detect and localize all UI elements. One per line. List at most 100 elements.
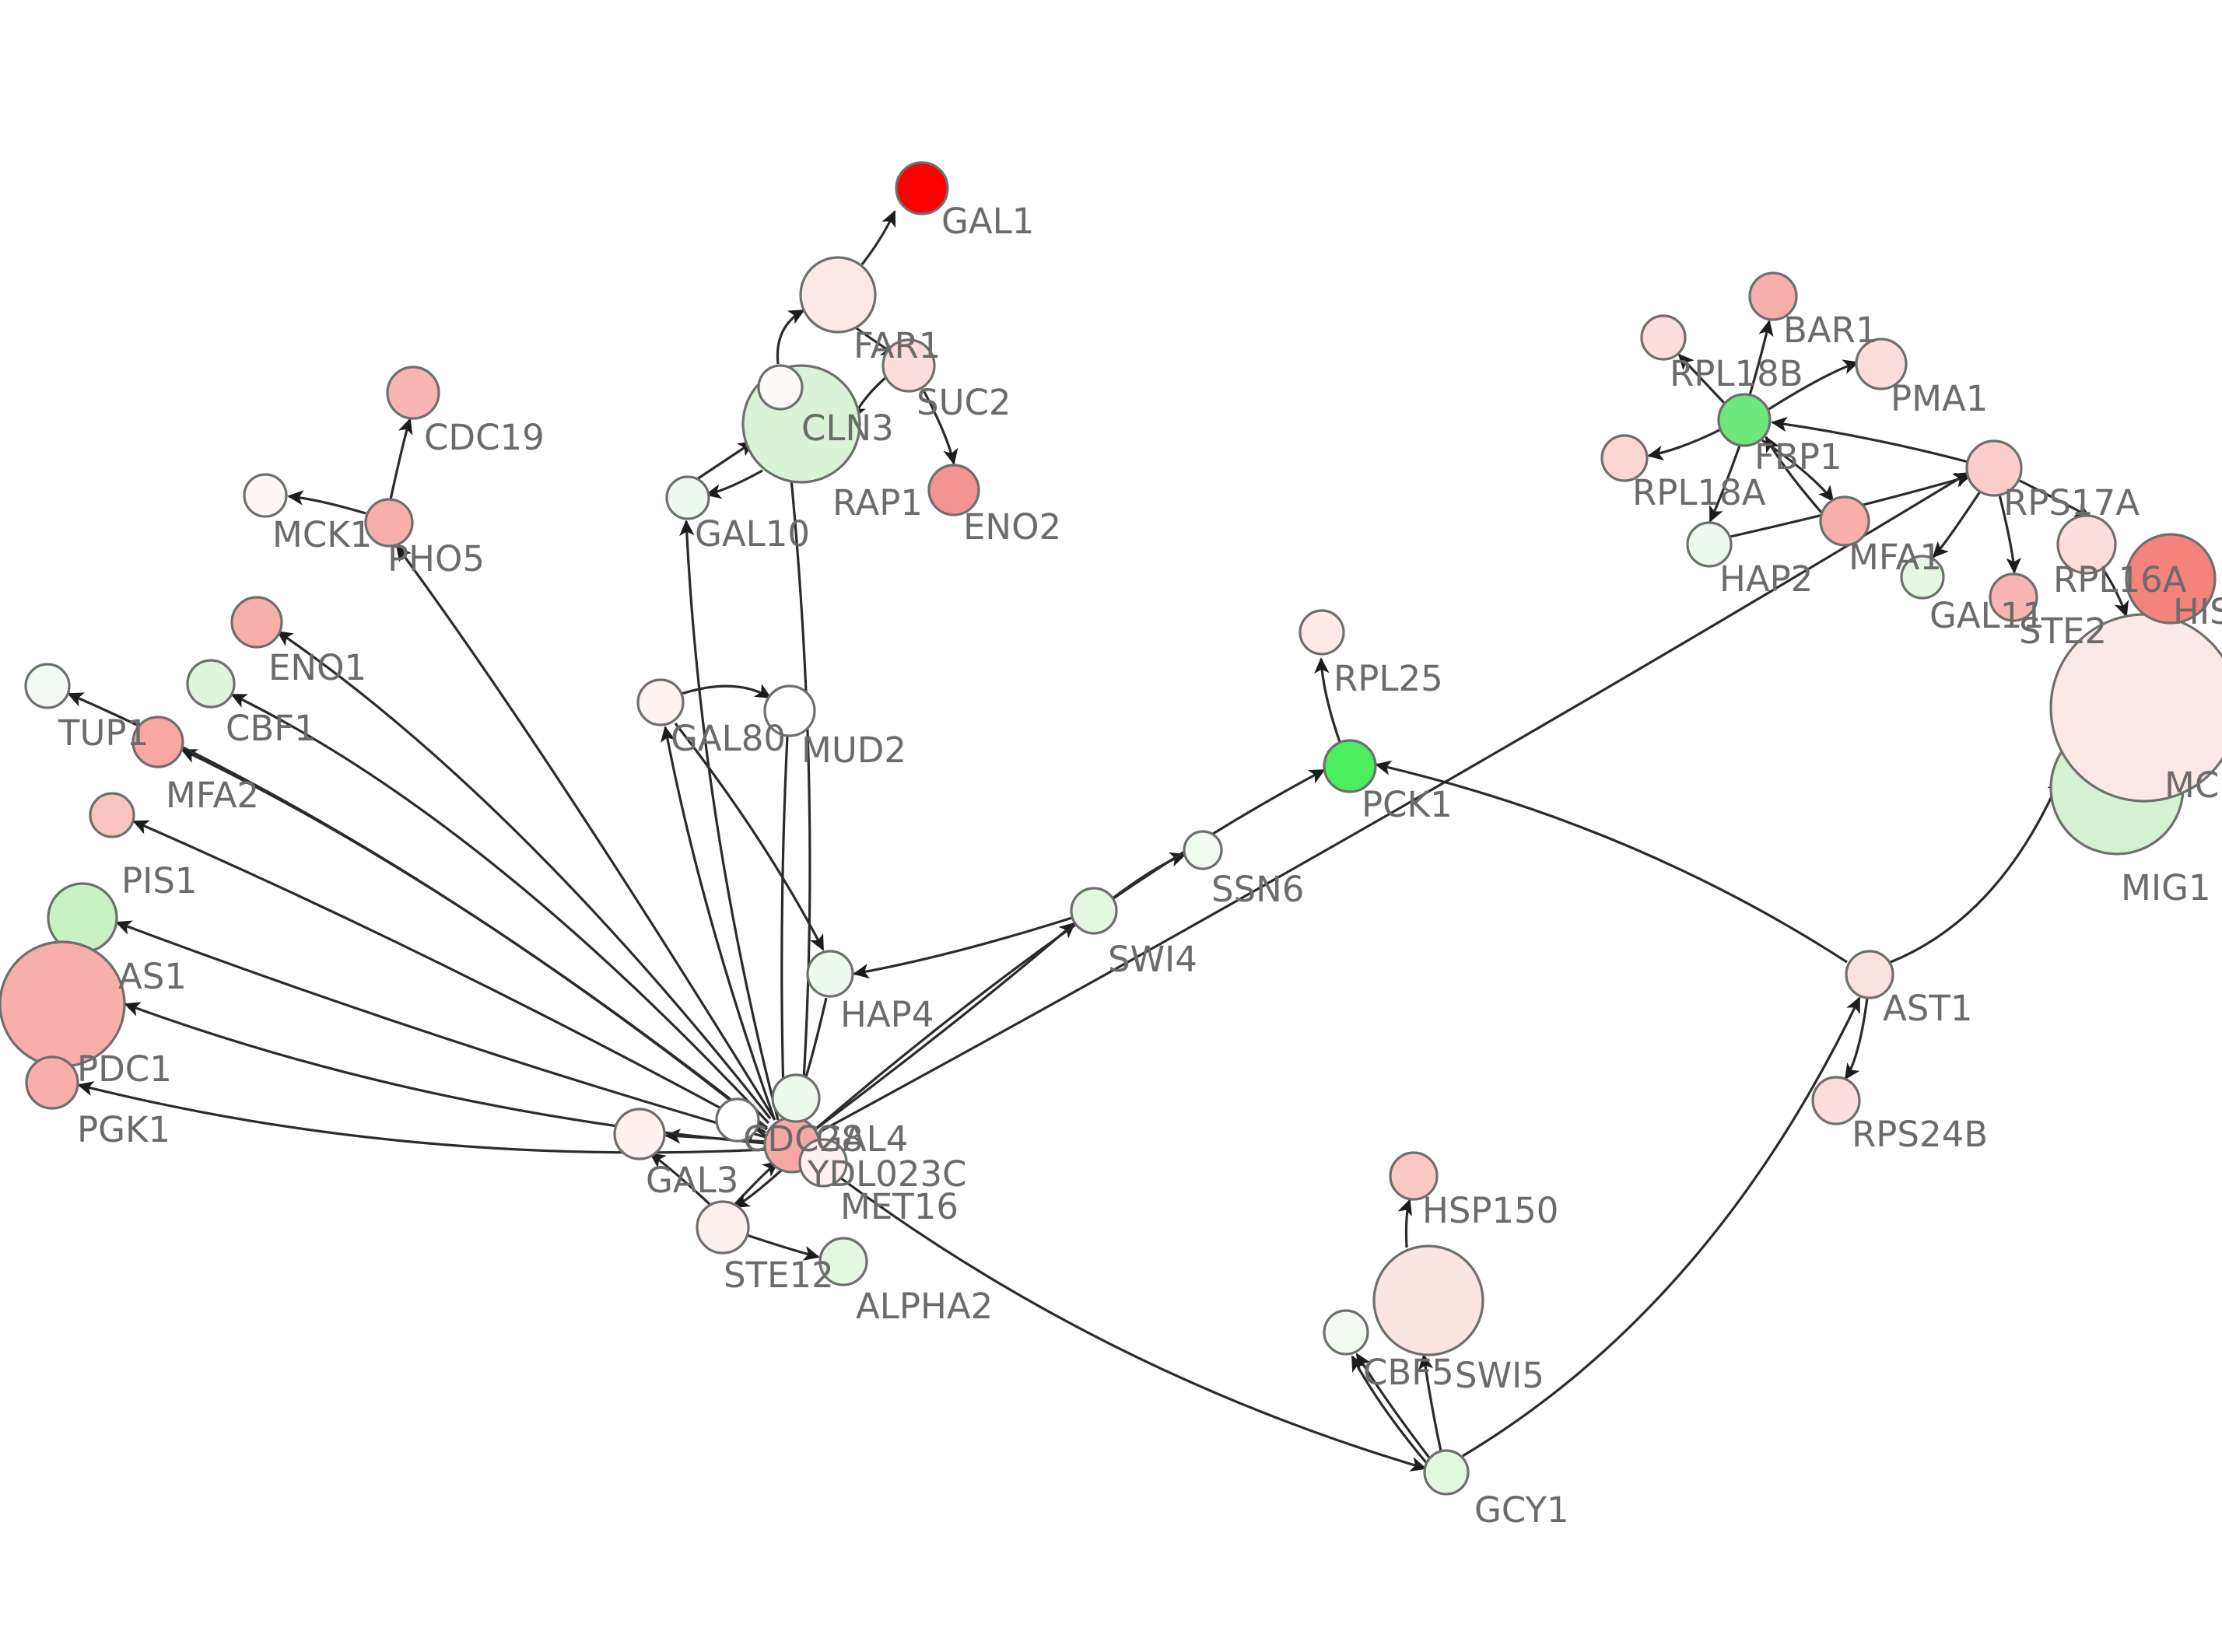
edge-ast1-to-pck1[interactable] [1375, 760, 1848, 964]
node-mfa2[interactable] [131, 716, 184, 768]
edge-cln3-to-far1[interactable] [776, 309, 805, 365]
node-label-gal3: GAL3 [646, 1160, 738, 1201]
edge-gcy1-to-cbf5[interactable] [1351, 1355, 1430, 1467]
node-hsp150[interactable] [1389, 1151, 1439, 1201]
node-label-ssn6: SSN6 [1211, 869, 1304, 910]
edge-mud2-to-gal4[interactable] [776, 735, 792, 1118]
node-mud2[interactable] [763, 684, 816, 737]
node-pma1[interactable] [1855, 338, 1908, 390]
node-gcy1[interactable] [1423, 1449, 1470, 1496]
edge-fbp1-to-rpl18b[interactable] [1677, 353, 1726, 404]
node-ste2[interactable] [1989, 572, 2038, 622]
edge-pho5-to-mck1[interactable] [287, 490, 366, 515]
edge-rpl16a-to-mcm1[interactable] [2101, 567, 2129, 618]
edge-ste12-to-gal3[interactable] [649, 1152, 711, 1206]
node-label-cdc19: CDC19 [424, 417, 545, 458]
edge-gal4-to-pdc1[interactable] [124, 1002, 766, 1145]
node-label-cln3: CLN3 [801, 408, 894, 449]
node-swi4[interactable] [1070, 887, 1118, 935]
node-ast1[interactable] [1845, 950, 1894, 999]
edge-swi5-to-hsp150[interactable] [1397, 1199, 1412, 1248]
edge-gal4-to-gal80[interactable] [660, 726, 776, 1119]
edge-fbp1-to-rpl18a[interactable] [1647, 428, 1722, 460]
edge-gal4-to-mfa2[interactable] [180, 748, 768, 1129]
node-mck1[interactable] [243, 473, 288, 518]
node-rpl16a[interactable] [2056, 514, 2117, 575]
node-rps17a[interactable] [1965, 439, 2023, 497]
edge-ast1-to-mcm1[interactable] [1890, 776, 2062, 964]
edge-gcy1-to-swi5[interactable] [1418, 1353, 1442, 1452]
edge-ste12-to-alpha2[interactable] [746, 1234, 820, 1261]
node-pgk1[interactable] [25, 1055, 79, 1110]
edge-gal4-to-eno1[interactable] [276, 630, 772, 1119]
node-hap2[interactable] [1686, 521, 1733, 568]
edge-gal4-to-rps17a[interactable] [818, 471, 1970, 1134]
node-label-pho5: PHO5 [387, 538, 485, 579]
node-alpha2[interactable] [818, 1237, 868, 1286]
edge-gal4-to-ste12[interactable] [733, 1168, 783, 1209]
edge-gal10-to-cln3[interactable] [696, 440, 755, 481]
edge-ast1-to-rps24b[interactable] [1844, 997, 1869, 1080]
edge-mfa1-to-fbp1[interactable] [1765, 436, 1824, 515]
edge-gal4-to-as1[interactable] [115, 920, 766, 1139]
node-pis1[interactable] [89, 792, 135, 838]
node-his4[interactable] [2125, 533, 2217, 625]
node-rpl18a[interactable] [1600, 434, 1649, 482]
node-cbf1[interactable] [186, 659, 236, 709]
node-far1[interactable] [799, 256, 877, 334]
edge-suc2-to-eno2[interactable] [921, 388, 959, 465]
node-gal80[interactable] [636, 678, 685, 726]
edge-fbp1-to-hap2[interactable] [1709, 445, 1741, 523]
node-gal1[interactable] [895, 161, 949, 215]
edge-gal4-to-gal10[interactable] [679, 520, 780, 1121]
edge-gal4-to-pgk1[interactable] [77, 1081, 766, 1154]
node-cdc28[interactable] [715, 1097, 760, 1143]
node-hap4[interactable] [806, 950, 854, 998]
node-ste12[interactable] [696, 1200, 750, 1255]
node-rpl25[interactable] [1299, 609, 1345, 656]
node-rap1[interactable] [757, 364, 804, 411]
edge-fbp1-to-pma1[interactable] [1767, 359, 1859, 411]
edge-gal4-to-pck1[interactable] [815, 768, 1326, 1129]
edge-rps17a-to-fbp1[interactable] [1771, 416, 1969, 464]
edge-gal4-to-pho5[interactable] [395, 544, 776, 1121]
node-eno1[interactable] [230, 596, 283, 649]
node-bar1[interactable] [1748, 271, 1798, 321]
edge-pck1-to-rpl25[interactable] [1314, 657, 1341, 743]
edge-gal4-to-gcy1[interactable] [815, 1157, 1427, 1472]
node-rps24b[interactable] [1811, 1076, 1861, 1125]
node-gal3[interactable] [613, 1108, 666, 1160]
node-pck1[interactable] [1323, 739, 1377, 793]
edge-gal4-to-rap1[interactable] [778, 409, 811, 1118]
edge-ste12-to-gal4[interactable] [734, 1160, 780, 1206]
node-gal10[interactable] [665, 475, 710, 520]
node-ssn6[interactable] [1183, 830, 1223, 870]
edge-rps17a-to-gal11[interactable] [1932, 491, 1982, 558]
edge-gal4-to-pis1[interactable] [132, 820, 766, 1134]
edge-gcy1-to-ast1[interactable] [1462, 996, 1861, 1458]
edge-fbp1-to-bar1[interactable] [1748, 320, 1774, 396]
node-ydl023c[interactable] [798, 1138, 848, 1188]
node-fbp1[interactable] [1717, 393, 1772, 447]
edge-swi4-to-hap4[interactable] [853, 916, 1073, 979]
node-suc2[interactable] [881, 338, 936, 393]
edge-gal80-to-hap4[interactable] [674, 723, 825, 951]
node-swi5[interactable] [1372, 1244, 1484, 1356]
edge-rps17a-to-ste2[interactable] [1998, 494, 2021, 574]
edge-far1-to-gal1[interactable] [860, 210, 896, 265]
node-cdc19[interactable] [386, 366, 440, 420]
node-gal11[interactable] [1900, 555, 1945, 600]
edge-gal80-to-mud2[interactable] [681, 684, 772, 699]
node-cbf5[interactable] [1323, 1309, 1369, 1356]
edge-gal4-to-cbf1[interactable] [230, 693, 770, 1125]
node-rpl18b[interactable] [1640, 314, 1687, 361]
node-met16[interactable] [771, 1073, 821, 1123]
node-mfa1[interactable] [1819, 495, 1870, 547]
node-tup1[interactable] [24, 663, 71, 709]
edge-pho5-to-cdc19[interactable] [389, 418, 413, 500]
node-pho5[interactable] [364, 498, 414, 548]
node-pdc1[interactable] [0, 940, 126, 1068]
edge-cln3-to-gal10[interactable] [705, 469, 763, 499]
node-eno2[interactable] [927, 464, 980, 516]
